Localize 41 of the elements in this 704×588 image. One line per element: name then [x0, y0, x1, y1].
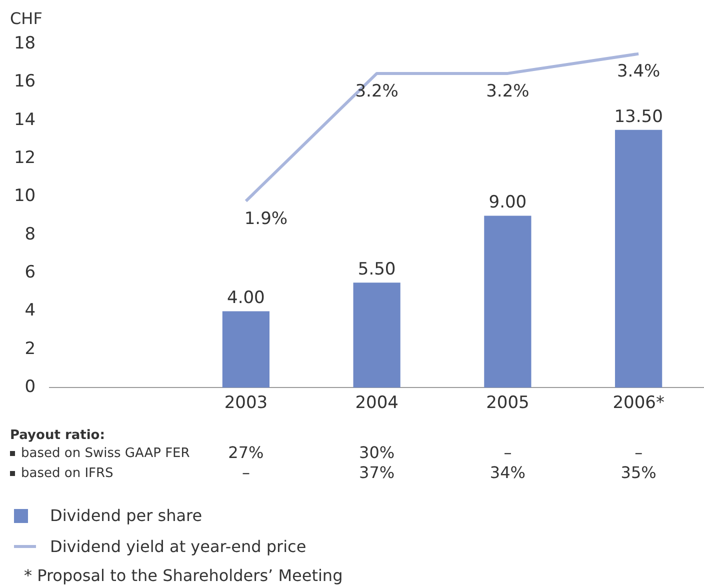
data-label: 9.00	[488, 192, 527, 213]
bar	[353, 282, 400, 388]
text: 27%	[227, 443, 265, 462]
text: –	[240, 463, 251, 482]
bar	[615, 130, 662, 388]
legend-label: Dividend per share	[50, 506, 202, 525]
data-label: 5.50	[358, 260, 396, 280]
y-tick-label: 2	[24, 338, 36, 359]
bar	[484, 216, 532, 388]
text: Payout ratio:	[10, 428, 105, 443]
data-label: 3.2%	[486, 81, 530, 102]
y-axis-title: CHF	[10, 9, 42, 28]
y-tick-label: 16	[14, 72, 36, 92]
text: 37%	[358, 463, 396, 482]
text: –	[634, 443, 644, 462]
y-tick-label: 0	[24, 377, 36, 398]
y-tick-label: 8	[24, 224, 36, 244]
y-tick-label: 10	[14, 186, 36, 206]
text: based on Swiss GAAP FER	[21, 446, 190, 461]
text: –	[502, 443, 513, 462]
text: 30%	[358, 443, 396, 462]
legend-label: Dividend yield at year-end price	[50, 537, 306, 556]
data-label: 13.50	[614, 106, 663, 127]
y-tick-label: 6	[24, 262, 36, 282]
text: 34%	[488, 463, 526, 482]
bar	[222, 311, 270, 388]
y-tick-label: 4	[24, 300, 36, 321]
x-tick-label: 2006*	[612, 393, 664, 414]
data-label: 1.9%	[244, 208, 288, 229]
text: 35%	[620, 463, 658, 482]
y-tick-label: 12	[14, 148, 36, 168]
x-tick-label: 2005	[486, 393, 530, 414]
text: * Proposal to the Shareholders’ Meeting	[24, 566, 343, 585]
data-label: 3.4%	[616, 62, 660, 82]
text: based on IFRS	[21, 466, 114, 481]
y-tick-label: 14	[14, 110, 36, 130]
data-label: 3.2%	[355, 81, 398, 102]
data-label: 4.00	[227, 288, 265, 308]
x-tick-label: 2004	[355, 393, 398, 414]
y-tick-label: 18	[14, 33, 36, 54]
x-tick-label: 2003	[224, 393, 268, 414]
